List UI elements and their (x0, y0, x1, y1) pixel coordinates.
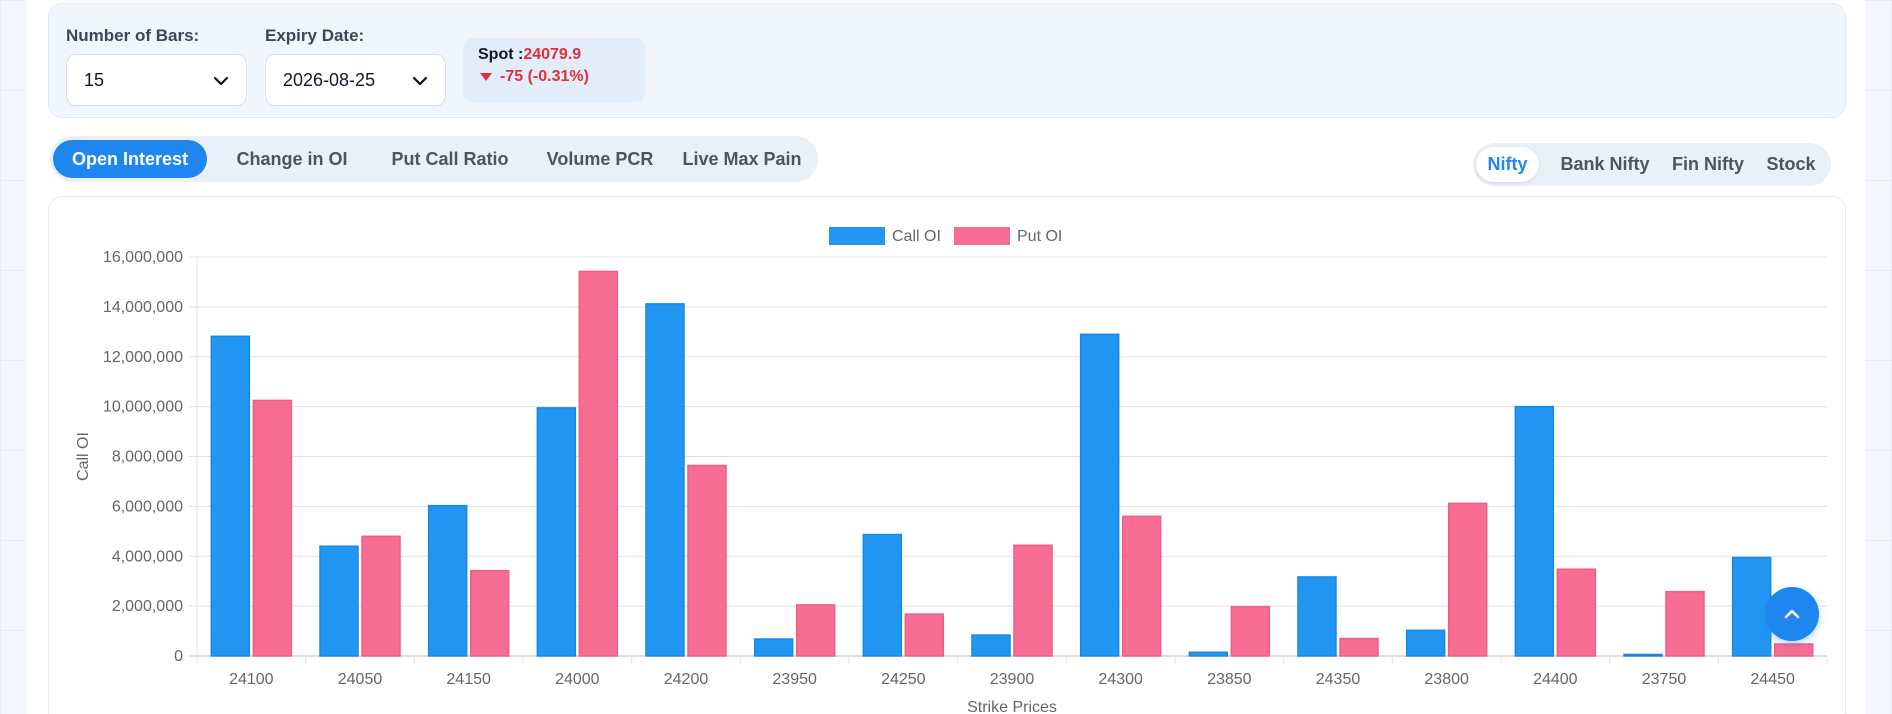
y-tick-label: 10,000,000 (103, 399, 183, 416)
y-tick-label: 4,000,000 (112, 548, 183, 565)
call-oi-bar (645, 303, 685, 657)
tab-bank-nifty[interactable]: Bank Nifty (1560, 154, 1650, 174)
spot-label: Spot : (478, 46, 524, 63)
put-oi-bar (795, 604, 836, 657)
x-tick-label: 24150 (446, 671, 491, 688)
y-tick-label: 2,000,000 (112, 598, 183, 615)
y-tick-label: 16,000,000 (103, 249, 183, 266)
put-oi-bar (687, 464, 727, 657)
index-tabs: Nifty Bank Nifty Fin Nifty Stock (1473, 143, 1831, 186)
open-interest-chart: 0 2,000,000 4,000,000 6,000,000 8,000,000 10,… (75, 227, 1828, 714)
expiry-label: Expiry Date: (265, 26, 365, 45)
x-tick-label: 24200 (664, 671, 709, 688)
call-oi-bar (1731, 556, 1772, 657)
legend-label-put-oi: Put OI (1017, 228, 1062, 245)
x-tick-label: 24450 (1750, 671, 1795, 688)
chart-card: 0 2,000,000 4,000,000 6,000,000 8,000,000 10,… (48, 196, 1846, 714)
y-tick-label: 8,000,000 (112, 449, 183, 466)
x-tick-label: 24350 (1316, 671, 1361, 688)
call-oi-bar (319, 545, 359, 657)
chevron-down-icon (213, 76, 229, 86)
bars-label: Number of Bars: (66, 26, 200, 45)
tab-put-call-ratio[interactable]: Put Call Ratio (391, 148, 509, 169)
call-oi-bar (753, 638, 794, 657)
put-oi-bar (1773, 643, 1814, 657)
call-oi-bar (1188, 651, 1229, 657)
tab-fin-nifty[interactable]: Fin Nifty (1672, 154, 1744, 174)
x-tick-label: 23800 (1424, 671, 1469, 688)
call-oi-bar (1514, 405, 1555, 657)
tab-change-in-oi[interactable]: Change in OI (236, 148, 348, 169)
put-oi-bar (1339, 637, 1379, 657)
put-oi-bar (1013, 544, 1053, 657)
x-tick-label: 23850 (1207, 671, 1252, 688)
x-tick-label: 24000 (555, 671, 600, 688)
tab-live-max-pain[interactable]: Live Max Pain (682, 148, 802, 169)
call-oi-bar (1079, 333, 1120, 657)
put-oi-bar (1665, 590, 1705, 657)
x-tick-label: 24400 (1533, 671, 1578, 688)
filter-panel: Number of Bars: 15 Expiry Date: 2026-08-… (48, 3, 1846, 118)
x-tick-label: 24300 (1098, 671, 1143, 688)
put-oi-bar (578, 270, 619, 657)
scroll-top-button[interactable] (1765, 587, 1819, 641)
x-tick-label: 24050 (338, 671, 383, 688)
legend-swatch-call-oi (829, 227, 885, 245)
chevron-up-icon (1784, 609, 1800, 619)
x-tick-label: 23750 (1642, 671, 1687, 688)
put-oi-bar (1447, 502, 1488, 657)
y-axis-title: Call OI (75, 432, 92, 481)
legend-label-call-oi: Call OI (892, 228, 941, 245)
x-axis-title: Strike Prices (967, 699, 1057, 714)
bars-select[interactable]: 15 (66, 54, 247, 106)
put-oi-bar (469, 569, 510, 657)
tab-nifty[interactable]: Nifty (1476, 147, 1539, 182)
call-oi-bar (427, 504, 468, 657)
expiry-select-value: 2026-08-25 (283, 69, 376, 90)
tab-open-interest[interactable]: Open Interest (53, 140, 207, 178)
call-oi-bar (210, 335, 251, 657)
tab-stock[interactable]: Stock (1766, 154, 1816, 174)
y-tick-label: 12,000,000 (103, 349, 183, 366)
triangle-down-icon (480, 73, 492, 81)
bars-select-value: 15 (84, 69, 105, 90)
spot-change: -75 (-0.31%) (500, 68, 589, 85)
put-oi-bar (1556, 568, 1597, 657)
x-tick-label: 23900 (990, 671, 1035, 688)
call-oi-bar (1297, 576, 1337, 657)
x-tick-label: 23950 (772, 671, 817, 688)
legend-swatch-put-oi (954, 227, 1010, 245)
spot-value: 24079.9 (523, 46, 582, 63)
call-oi-bar (1623, 653, 1663, 657)
y-tick-label: 6,000,000 (112, 498, 183, 515)
call-oi-bar (536, 407, 577, 657)
put-oi-bar (361, 535, 401, 657)
put-oi-bar (1230, 605, 1271, 657)
call-oi-bar (1405, 629, 1446, 657)
call-oi-bar (971, 634, 1011, 657)
expiry-select[interactable]: 2026-08-25 (265, 54, 446, 106)
y-tick-label: 14,000,000 (103, 299, 183, 316)
analysis-tabs: Open Interest Change in OI Put Call Rati… (50, 136, 818, 182)
put-oi-bar (904, 613, 945, 657)
x-tick-label: 24100 (229, 671, 274, 688)
x-tick-label: 24250 (881, 671, 926, 688)
tab-volume-pcr[interactable]: Volume PCR (546, 148, 654, 169)
call-oi-bar (862, 533, 903, 657)
spot-price-card: Spot :24079.9 -75 (-0.31%) (463, 38, 645, 102)
y-tick-label: 0 (174, 648, 183, 665)
chevron-down-icon (412, 76, 428, 86)
put-oi-bar (252, 399, 293, 657)
put-oi-bar (1121, 515, 1162, 657)
